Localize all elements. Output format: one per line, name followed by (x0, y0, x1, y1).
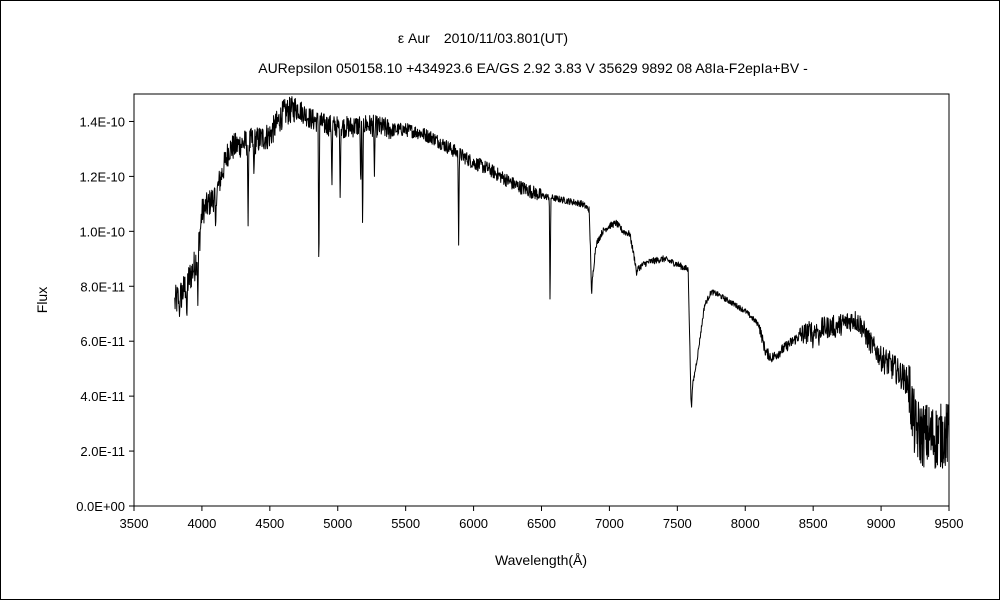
y-axis: 0.0E+00 2.0E-11 4.0E-11 6.0E-11 8.0E-11 1.0E-… (76, 114, 134, 514)
x-tick-label: 4000 (187, 516, 216, 531)
x-tick-label: 8000 (731, 516, 760, 531)
y-tick-label: 4.0E-11 (80, 389, 125, 404)
y-tick-label: 1.2E-10 (79, 169, 125, 184)
y-tick-label: 6.0E-11 (80, 334, 125, 349)
y-axis-label: Flux (34, 287, 50, 313)
x-tick-label: 4500 (255, 516, 284, 531)
y-tick-label: 1.0E-10 (79, 224, 125, 239)
x-tick-label: 5000 (323, 516, 352, 531)
chart-title: ε Aur 2010/11/03.801(UT) (398, 30, 568, 46)
x-axis-label: Wavelength(Å) (495, 552, 587, 568)
y-tick-label: 8.0E-11 (80, 279, 125, 294)
x-tick-label: 6500 (527, 516, 556, 531)
x-tick-label: 5500 (391, 516, 420, 531)
x-tick-label: 3500 (120, 516, 149, 531)
x-tick-label: 6000 (459, 516, 488, 531)
y-tick-label: 1.4E-10 (79, 114, 125, 129)
x-tick-label: 7500 (663, 516, 692, 531)
x-tick-label: 9500 (935, 516, 964, 531)
x-tick-label: 8500 (799, 516, 828, 531)
spectrum-line (174, 96, 950, 469)
x-axis: 3500 4000 4500 5000 5500 6000 6500 7000 7500 8000… (120, 506, 964, 531)
plot-area (133, 93, 950, 507)
y-tick-label: 0.0E+00 (76, 499, 125, 514)
x-tick-label: 7000 (595, 516, 624, 531)
x-tick-label: 9000 (867, 516, 896, 531)
chart-subtitle: AURepsilon 050158.10 +434923.6 EA/GS 2.9… (258, 60, 808, 76)
y-tick-label: 2.0E-11 (80, 444, 125, 459)
